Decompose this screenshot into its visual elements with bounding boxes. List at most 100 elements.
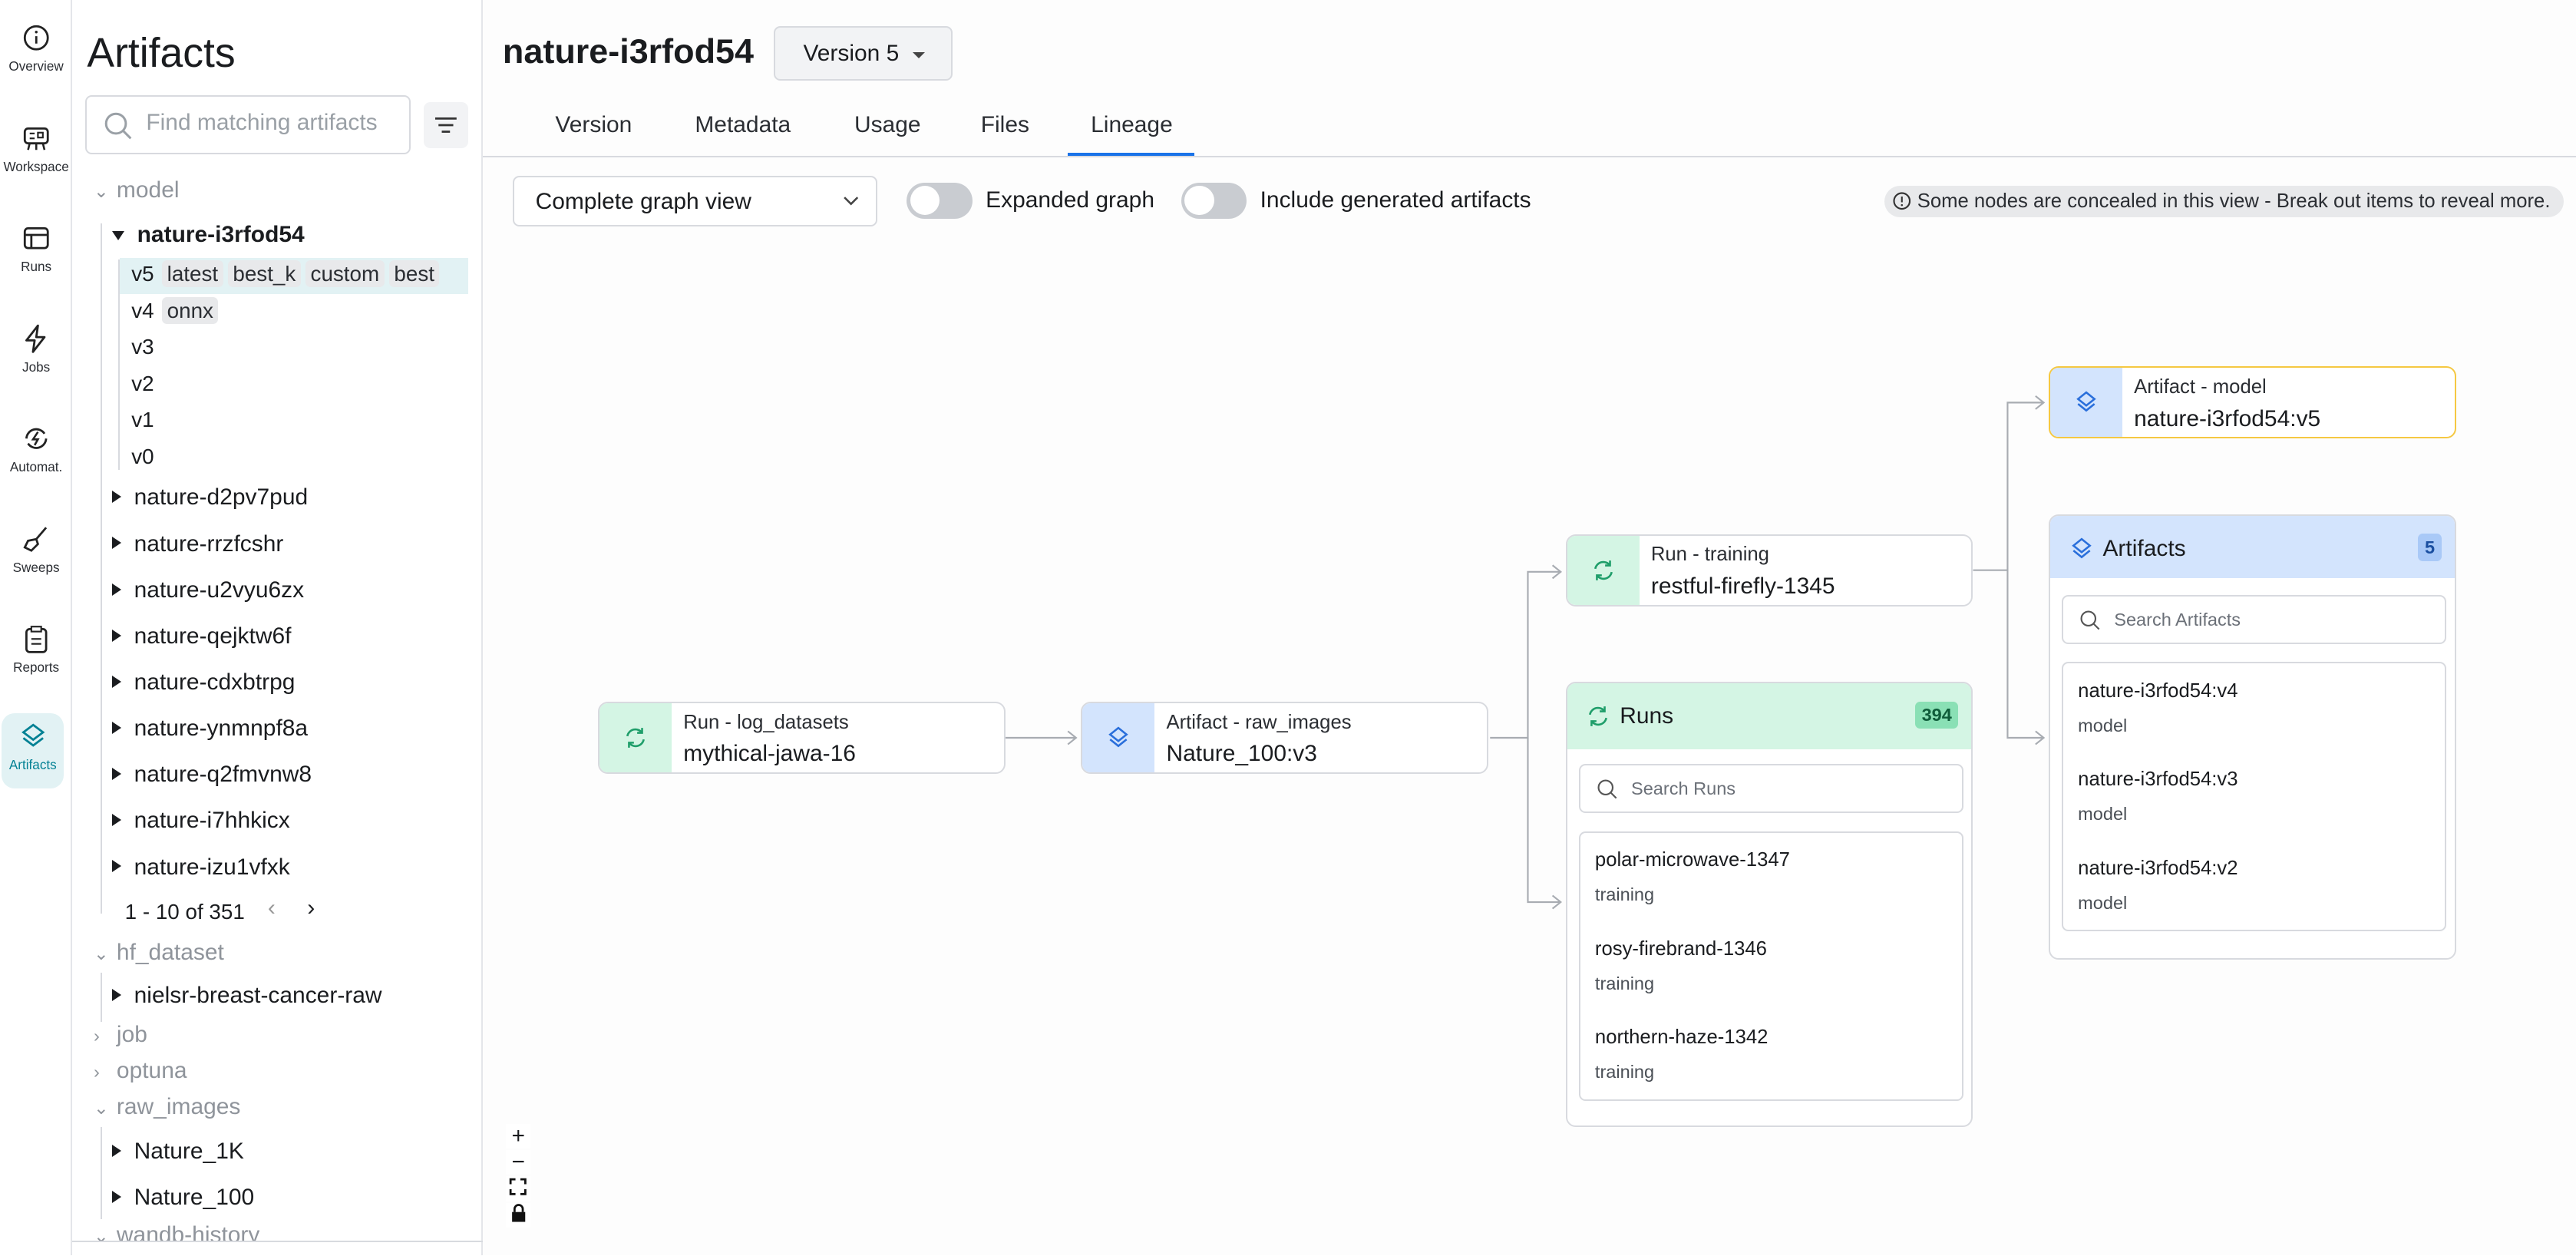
- runs-group-node[interactable]: Runs 394 Search Runs polar-microwave-134…: [1565, 682, 1973, 1128]
- list-item[interactable]: polar-microwave-1347 training: [1580, 833, 1962, 922]
- alert-icon: [1893, 192, 1911, 210]
- tree-artifact[interactable]: nielsr-breast-cancer-raw: [111, 983, 382, 1009]
- list-item[interactable]: rosy-firebrand-1346 training: [1580, 921, 1962, 1010]
- rail-item-jobs[interactable]: Jobs: [0, 324, 72, 396]
- tab-usage[interactable]: Usage: [854, 111, 921, 137]
- tree-artifact[interactable]: Nature_100: [111, 1185, 254, 1211]
- expanded-graph-toggle[interactable]: [907, 182, 973, 219]
- list-item[interactable]: nature-i3rfod54:v2 model: [2063, 841, 2445, 930]
- caret-right-icon: [111, 860, 121, 873]
- caret-down-icon: [913, 52, 926, 58]
- rail-label: Sweeps: [12, 560, 60, 575]
- tab-version[interactable]: Version: [555, 111, 632, 137]
- tree-artifact-selected[interactable]: nature-i3rfod54: [111, 222, 305, 248]
- list-item[interactable]: nature-i3rfod54:v3 model: [2063, 752, 2445, 841]
- item-name: nature-i3rfod54:v3: [2078, 768, 2238, 791]
- tree-group-raw-images[interactable]: ⌄ raw_images: [94, 1094, 240, 1120]
- rail-label: Reports: [13, 660, 60, 676]
- caret-right-icon: [111, 629, 121, 642]
- run-node-training[interactable]: Run - training restful-firefly-1345: [1565, 534, 1973, 607]
- chevron-down-icon: ⌄: [93, 944, 109, 964]
- artifact-search-input[interactable]: Find matching artifacts: [85, 95, 411, 155]
- list-item[interactable]: northern-haze-1342 training: [1580, 1010, 1962, 1099]
- pagination: 1 - 10 of 351: [125, 899, 245, 925]
- tree-artifact[interactable]: nature-d2pv7pud: [111, 484, 308, 511]
- notice-text: Some nodes are concealed in this view - …: [1917, 190, 2551, 213]
- page-title: nature-i3rfod54: [502, 31, 755, 71]
- zoom-out-button[interactable]: −: [506, 1150, 531, 1175]
- info-icon: [23, 25, 49, 51]
- prev-page-button[interactable]: ‹: [268, 895, 276, 921]
- group-label: raw_images: [116, 1094, 241, 1120]
- tree-artifact[interactable]: nature-cdxbtrpg: [111, 669, 295, 696]
- tree-group-optuna[interactable]: › optuna: [94, 1058, 187, 1084]
- tree-guide: [100, 973, 102, 1023]
- tab-files[interactable]: Files: [980, 111, 1029, 137]
- tree-version-v4[interactable]: v4 onnx: [120, 295, 219, 331]
- search-runs-input[interactable]: Search Runs: [1578, 764, 1963, 814]
- node-type: Run - log_datasets: [683, 711, 849, 733]
- node-name: mythical-jawa-16: [683, 741, 856, 767]
- tree-version-v0[interactable]: v0: [120, 441, 157, 477]
- lock-icon: [511, 1204, 525, 1222]
- artifact-name: nature-ynmnpf8a: [134, 716, 309, 742]
- artifact-name: nature-izu1vfxk: [134, 854, 290, 880]
- tree-version-v2[interactable]: v2: [120, 368, 157, 404]
- run-node-log-datasets[interactable]: Run - log_datasets mythical-jawa-16: [598, 701, 1006, 775]
- tree-version-v3[interactable]: v3: [120, 331, 157, 367]
- item-name: nature-i3rfod54:v4: [2078, 679, 2238, 702]
- tree-artifact[interactable]: Nature_1K: [111, 1139, 244, 1165]
- rail-label: Runs: [21, 259, 52, 275]
- list-item[interactable]: nature-i3rfod54:v4 model: [2063, 663, 2445, 752]
- caret-down-icon: [111, 230, 124, 240]
- search-placeholder: Search Runs: [1631, 778, 1736, 799]
- lock-button[interactable]: [506, 1202, 531, 1228]
- tree-group-job[interactable]: › job: [94, 1022, 147, 1048]
- rail-item-reports[interactable]: Reports: [0, 624, 72, 696]
- zoom-in-button[interactable]: +: [506, 1123, 531, 1149]
- filter-button[interactable]: [424, 101, 468, 148]
- edge: [2006, 570, 2044, 739]
- tree-artifact[interactable]: nature-qejktw6f: [111, 623, 291, 649]
- artifact-node-raw-images[interactable]: Artifact - raw_images Nature_100:v3: [1081, 701, 1489, 775]
- group-label: job: [116, 1022, 147, 1048]
- tree-artifact[interactable]: nature-rrzfcshr: [111, 531, 283, 557]
- rail-item-workspace[interactable]: Workspace: [0, 124, 72, 196]
- tree-group-hf-dataset[interactable]: ⌄ hf_dataset: [94, 940, 224, 966]
- tab-metadata[interactable]: Metadata: [695, 111, 791, 137]
- tree-artifact[interactable]: nature-ynmnpf8a: [111, 716, 309, 742]
- item-name: nature-i3rfod54:v2: [2078, 857, 2238, 879]
- artifacts-group-node[interactable]: Artifacts 5 Search Artifacts nature-i3rf…: [2048, 514, 2456, 960]
- version-dropdown[interactable]: Version 5: [774, 26, 953, 81]
- artifact-node-model-current[interactable]: Artifact - model nature-i3rfod54:v5: [2048, 366, 2456, 439]
- rail-item-automat[interactable]: Automat.: [0, 424, 72, 496]
- tree-artifact[interactable]: nature-u2vyu6zx: [111, 577, 304, 603]
- rail-item-overview[interactable]: Overview: [0, 23, 72, 95]
- tree-version-v5[interactable]: v5 latest best_k custom best: [120, 258, 468, 295]
- tree-artifact[interactable]: nature-izu1vfxk: [111, 854, 290, 881]
- search-artifacts-input[interactable]: Search Artifacts: [2061, 594, 2446, 644]
- tree-artifact[interactable]: nature-i7hhkicx: [111, 808, 290, 834]
- tree-group-model[interactable]: ⌄ model: [94, 177, 180, 203]
- active-tab-indicator: [1068, 153, 1194, 157]
- run-sync-icon: [1593, 560, 1613, 580]
- tree-group-wandb-history[interactable]: ⌄ wandb-history: [94, 1222, 259, 1241]
- rail-item-artifacts[interactable]: Artifacts: [2, 712, 64, 789]
- artifact-name: Nature_1K: [134, 1139, 244, 1165]
- graph-view-select[interactable]: Complete graph view: [512, 176, 877, 227]
- rail-item-sweeps[interactable]: Sweeps: [0, 524, 72, 597]
- fit-view-button[interactable]: [506, 1176, 531, 1201]
- tab-lineage[interactable]: Lineage: [1091, 111, 1173, 137]
- tree-version-v1[interactable]: v1: [120, 404, 157, 440]
- rail-item-runs[interactable]: Runs: [0, 223, 72, 296]
- item-type: training: [1594, 884, 1655, 905]
- concealed-notice: Some nodes are concealed in this view - …: [1884, 185, 2564, 217]
- version-label: Version 5: [803, 41, 900, 67]
- node-type: Artifact - raw_images: [1166, 711, 1352, 733]
- version-tag: latest: [162, 260, 223, 288]
- version-label: v2: [131, 371, 154, 395]
- next-page-button[interactable]: ›: [307, 895, 315, 921]
- include-generated-toggle[interactable]: [1181, 182, 1247, 219]
- tree-artifact[interactable]: nature-q2fmvnw8: [111, 762, 312, 788]
